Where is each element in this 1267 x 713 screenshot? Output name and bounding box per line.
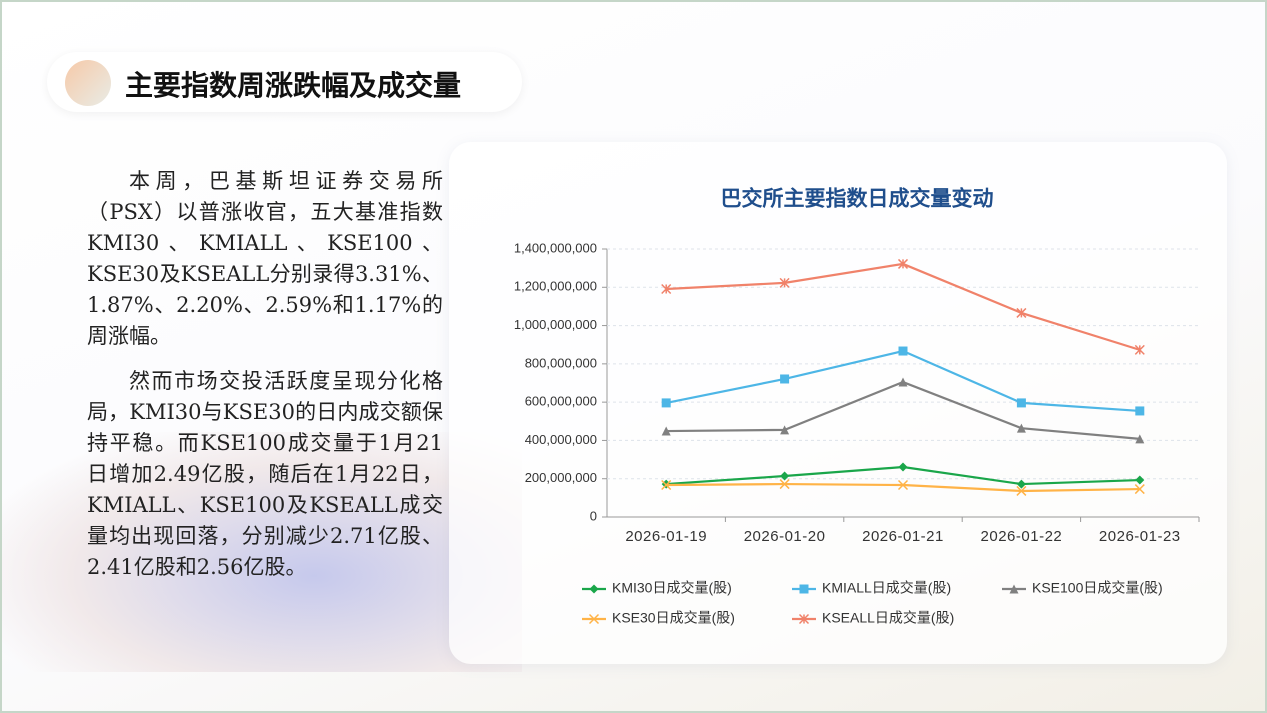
marker: [1009, 584, 1019, 594]
legend-label: KMI30日成交量(股): [612, 580, 732, 596]
x-tick-label: 2026-01-19: [625, 528, 707, 545]
y-tick-label: 600,000,000: [525, 394, 597, 409]
marker: [1016, 479, 1026, 489]
marker: [661, 283, 672, 295]
icon: [65, 60, 111, 106]
legend-label: KSE30日成交量(股): [612, 610, 735, 626]
marker: [779, 479, 790, 490]
marker: [779, 277, 790, 288]
paragraph: 然而市场交投活跃度呈现分化格局，KMI30与KSE30的日内成交额保持平稳。而K…: [87, 369, 443, 579]
header-title: 主要指数周涨跌幅及成交量: [125, 70, 462, 101]
marker: [1016, 485, 1027, 496]
marker: [589, 584, 599, 594]
marker: [661, 426, 671, 436]
decor: [2, 432, 522, 672]
marker: [798, 613, 810, 625]
marker: [1135, 434, 1145, 444]
marker: [799, 584, 809, 594]
marker: [897, 258, 909, 269]
x-tick-label: 2026-01-23: [1099, 528, 1181, 545]
y-tick-label: 200,000,000: [525, 470, 597, 485]
legend-label: KMIALL日成交量(股): [822, 580, 951, 596]
marker: [1134, 344, 1145, 355]
chart-card: [449, 142, 1227, 664]
series-line: [666, 262, 1141, 351]
marker: [588, 613, 600, 625]
x-tick-label: 2026-01-22: [981, 528, 1063, 545]
marker: [661, 398, 671, 408]
paragraph: 本周，巴基斯坦证券交易所（PSX）以普涨收官，五大基准指数KMI30、KMIAL…: [87, 169, 443, 348]
y-tick-label: 1,200,000,000: [514, 279, 597, 294]
marker: [1134, 484, 1145, 495]
marker: [897, 480, 909, 491]
marker: [898, 462, 908, 472]
marker: [780, 425, 790, 435]
marker: [898, 346, 908, 356]
chart-title: 巴交所主要指数日成交量变动: [721, 187, 994, 211]
marker: [1135, 406, 1145, 416]
y-tick-label: 1,000,000,000: [514, 317, 597, 332]
series-line: [666, 380, 1140, 440]
y-tick-label: 400,000,000: [525, 432, 597, 447]
marker: [1016, 307, 1027, 318]
marker: [780, 471, 790, 481]
legend-label: KSEALL日成交量(股): [822, 610, 954, 626]
marker: [1016, 398, 1026, 408]
x-tick-label: 2026-01-21: [862, 528, 944, 545]
marker: [661, 480, 672, 491]
marker: [1135, 475, 1145, 485]
body-text: 本周，巴基斯坦证券交易所（PSX）以普涨收官，五大基准指数KMI30、KMIAL…: [87, 166, 443, 597]
y-tick-label: 1,400,000,000: [514, 240, 597, 255]
marker: [1016, 423, 1026, 433]
marker: [898, 377, 908, 387]
header: 主要指数周涨跌幅及成交量: [47, 52, 522, 112]
y-tick-label: 800,000,000: [525, 355, 597, 370]
x-tick-label: 2026-01-20: [744, 528, 826, 545]
marker: [780, 374, 790, 384]
y-tick-label: 0: [590, 508, 597, 523]
legend-label: KSE100日成交量(股): [1032, 580, 1163, 596]
